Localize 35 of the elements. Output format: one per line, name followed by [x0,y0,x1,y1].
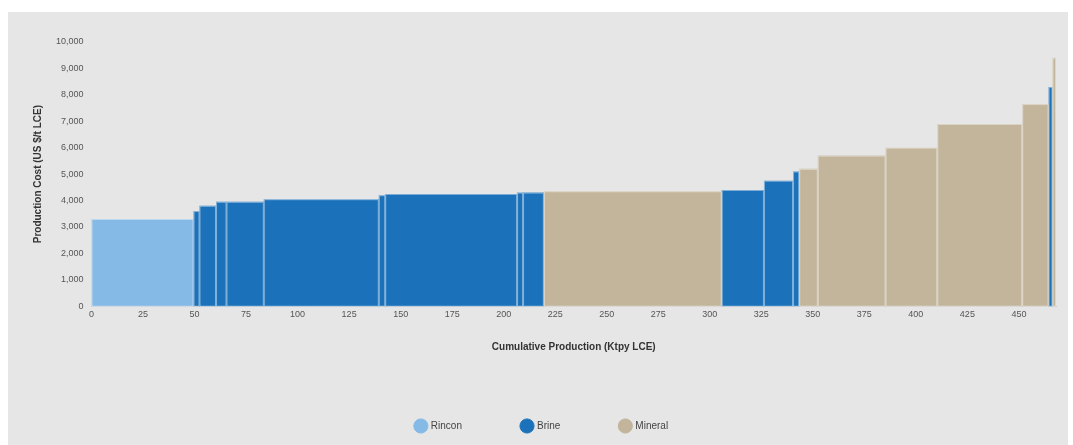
y-tick-label: 2,000 [61,247,84,258]
x-tick-label: 25 [138,309,149,320]
legend-label: Brine [537,419,561,431]
x-tick-label: 150 [393,309,409,320]
y-tick-label: 10,000 [56,36,84,47]
x-tick-label: 450 [1011,309,1027,320]
legend-label: Rincon [430,419,463,431]
y-tick-label: 6,000 [61,142,84,153]
x-tick-label: 375 [856,309,872,320]
x-tick-label: 200 [496,309,512,320]
x-tick-label: 50 [189,309,200,320]
y-tick-label: 7,000 [61,115,84,126]
x-tick-label: 400 [908,309,924,320]
y-tick-label: 3,000 [61,221,84,232]
x-axis-title: Cumulative Production (Ktpy LCE) [491,340,656,352]
y-tick-label: 5,000 [61,168,84,179]
x-tick-label: 250 [599,309,615,320]
x-tick-label: 325 [753,309,769,320]
x-tick-label: 300 [702,309,718,320]
x-tick-label: 275 [650,309,666,320]
y-axis-title: Production Cost (US $/t LCE) [31,104,43,244]
y-tick-label: 8,000 [61,89,84,100]
x-tick-label: 350 [805,309,821,320]
x-tick-label: 100 [290,309,306,320]
x-tick-label: 125 [341,309,357,320]
y-tick-label: 0 [78,300,84,311]
legend-label: Mineral [635,419,669,431]
x-tick-label: 175 [444,309,460,320]
y-tick-label: 4,000 [61,195,84,205]
x-tick-label: 75 [241,309,252,320]
y-tick-label: 9,000 [61,62,84,73]
x-tick-label: 425 [959,309,975,320]
x-tick-label: 0 [89,309,95,320]
x-tick-label: 225 [547,309,563,320]
y-tick-label: 1,000 [61,274,84,285]
